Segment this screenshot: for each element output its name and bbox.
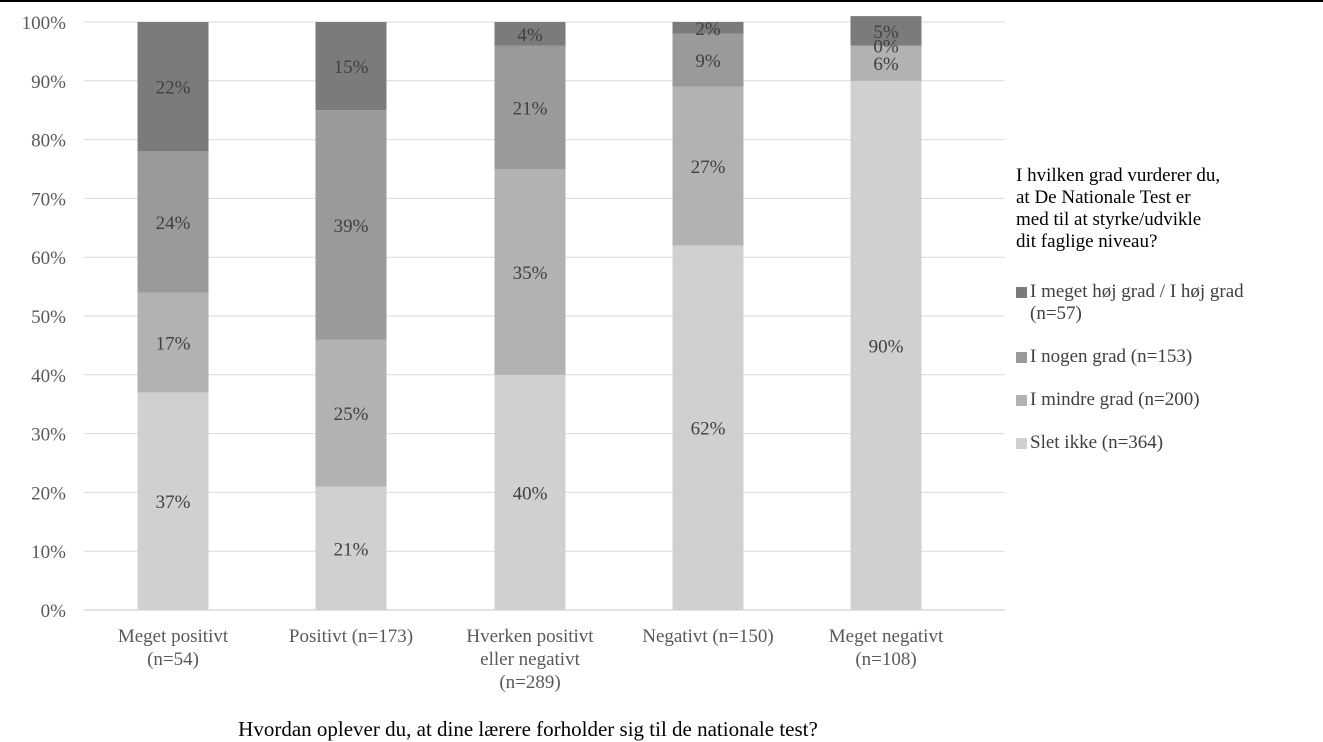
bar-segment <box>672 245 744 610</box>
bar-value-label: 35% <box>513 263 548 284</box>
bar-segment <box>672 33 744 87</box>
legend-swatch <box>1016 438 1027 449</box>
bar-value-label: 17% <box>156 333 191 354</box>
bar-value-labels: 37% 17% 24% 22% 21% 25% 39% 15% 40% 35% 21% 4% 62% 27… <box>156 19 904 560</box>
bar-segment <box>850 45 922 81</box>
bar-value-label: 22% <box>156 78 191 99</box>
y-tick-label: 50% <box>31 307 66 328</box>
bar-segment <box>494 169 566 375</box>
legend-swatch <box>1016 287 1027 298</box>
bar-value-label: 15% <box>334 57 369 78</box>
bar-segment <box>315 110 387 340</box>
bar-segment <box>494 22 566 46</box>
bar-value-label: 24% <box>156 213 191 234</box>
bar-segment <box>850 80 922 611</box>
x-tick-label: Negativt (n=150) <box>642 626 774 647</box>
x-axis-category-labels: Meget positivt (n=54) Positivt (n=173) Hver… <box>118 626 944 693</box>
bar-value-label: 21% <box>513 98 548 119</box>
y-tick-label: 90% <box>31 72 66 93</box>
bar-value-label: 39% <box>334 216 369 237</box>
bar-value-label: 90% <box>869 336 904 357</box>
bar-segment <box>494 45 566 169</box>
x-tick-label: Meget positivt (n=54) <box>118 626 229 670</box>
legend-label: I meget høj grad / I høj grad (n=57) <box>1030 281 1244 324</box>
y-tick-label: 10% <box>31 542 66 563</box>
bar-segment <box>137 22 209 152</box>
bar-segment <box>137 151 209 293</box>
y-tick-label: 40% <box>31 366 66 387</box>
bar-value-label: 6% <box>873 54 899 75</box>
y-tick-label: 60% <box>31 248 66 269</box>
bar-value-label: 9% <box>695 51 721 72</box>
x-axis-title: Hvordan oplever du, at dine lærere forho… <box>238 717 818 741</box>
legend-item: Slet ikke (n=364) <box>1016 432 1316 454</box>
bar-value-label: 62% <box>691 419 726 440</box>
bar-segment <box>315 339 387 487</box>
bar-value-label: 21% <box>334 539 369 560</box>
legend-title: I hvilken grad vurderer du, at De Nation… <box>1016 165 1221 252</box>
bar-segment <box>672 86 744 246</box>
x-tick-label: Hverken positivt eller negativt (n=289) <box>466 626 594 693</box>
bars <box>137 16 922 611</box>
legend-swatch <box>1016 395 1027 406</box>
legend-items: I meget høj grad / I høj grad (n=57) I no… <box>1016 281 1316 454</box>
legend-label: Slet ikke (n=364) <box>1030 432 1164 453</box>
bar-segment <box>315 486 387 610</box>
bar-segment <box>672 22 744 34</box>
y-tick-label: 30% <box>31 425 66 446</box>
bar-value-label: 4% <box>517 25 543 46</box>
y-tick-label: 20% <box>31 483 66 504</box>
legend-item: I nogen grad (n=153) <box>1016 346 1316 368</box>
legend-label: I mindre grad (n=200) <box>1030 389 1200 410</box>
bar-value-label: 0% <box>873 37 899 58</box>
bar-segment <box>315 22 387 111</box>
legend-label: I nogen grad (n=153) <box>1030 346 1193 367</box>
y-axis-tick-labels: 0% 10% 20% 30% 40% 50% 60% 70% 80% 90% 100% <box>22 13 67 622</box>
x-tick-label: Meget negativt (n=108) <box>829 626 944 670</box>
bar-value-label: 5% <box>873 22 899 43</box>
bar-value-label: 2% <box>695 19 721 40</box>
bar-value-label: 37% <box>156 492 191 513</box>
legend-swatch <box>1016 352 1027 363</box>
legend-item: I mindre grad (n=200) <box>1016 389 1316 411</box>
bar-value-label: 40% <box>513 483 548 504</box>
x-tick-label: Positivt (n=173) <box>289 626 413 647</box>
y-tick-label: 80% <box>31 131 66 152</box>
legend-item: I meget høj grad / I høj grad (n=57) <box>1016 281 1316 325</box>
bar-segment <box>850 16 922 46</box>
bar-value-label: 25% <box>334 404 369 425</box>
top-border <box>0 0 1323 2</box>
y-tick-label: 70% <box>31 189 66 210</box>
y-tick-label: 100% <box>22 13 67 34</box>
y-tick-label: 0% <box>41 601 67 622</box>
legend: I hvilken grad vurderer du, at De Nation… <box>1016 165 1316 475</box>
bar-value-label: 27% <box>691 157 726 178</box>
bar-segment <box>137 392 209 610</box>
bar-segment <box>494 374 566 610</box>
bar-segment <box>137 292 209 393</box>
